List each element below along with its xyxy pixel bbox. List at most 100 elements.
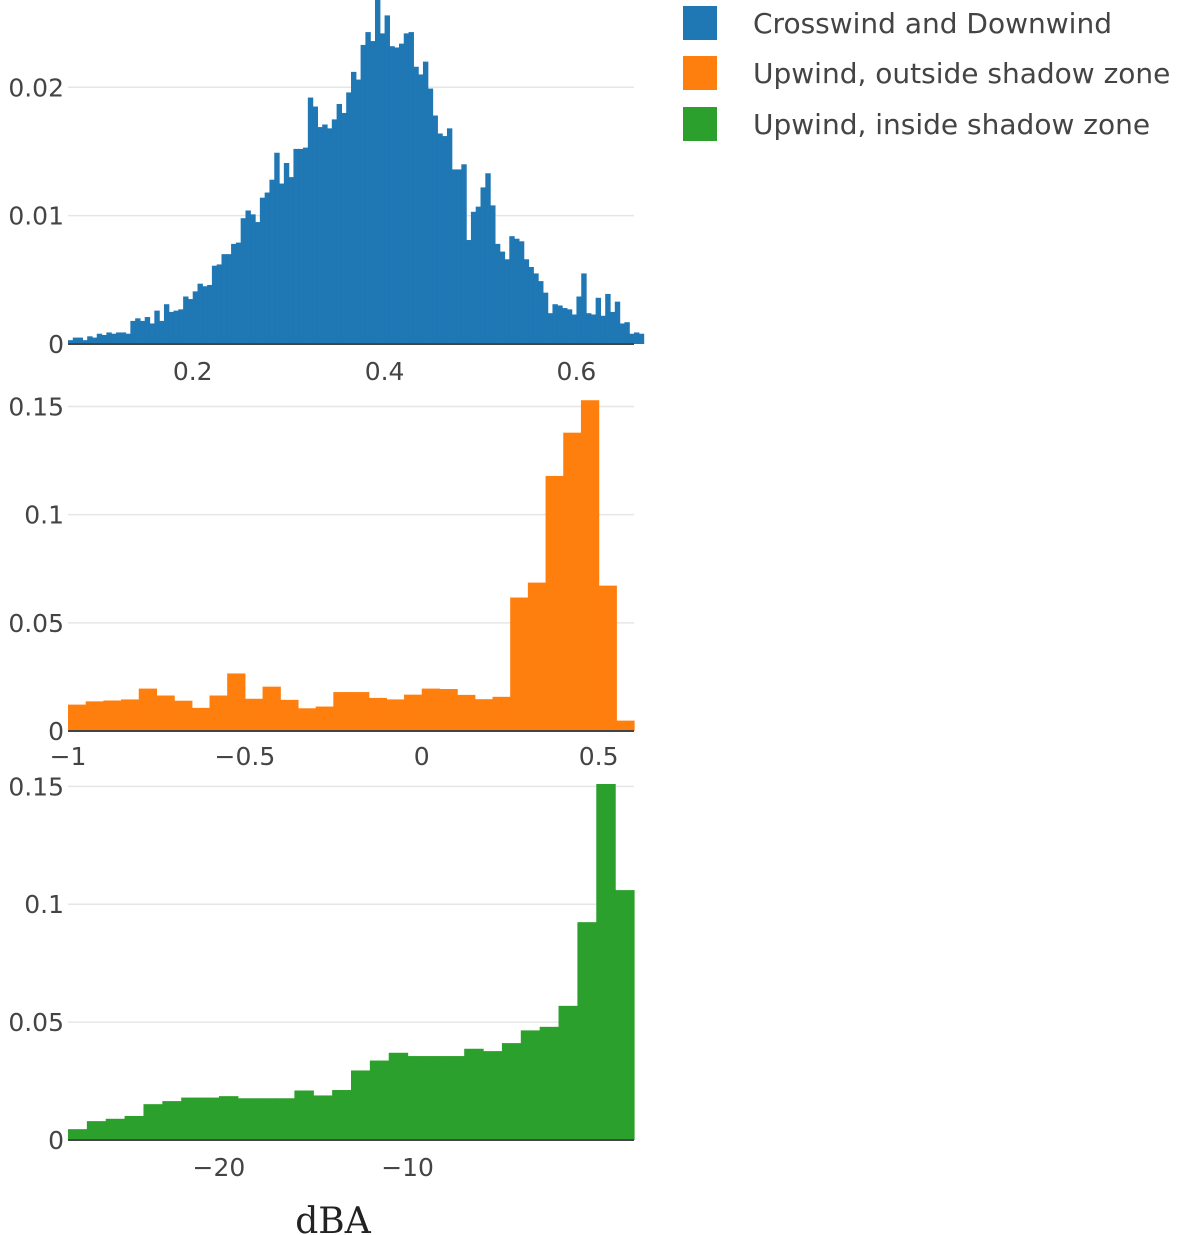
histogram-bar[interactable] [456,169,462,344]
histogram-bar[interactable] [191,707,211,731]
histogram-bar[interactable] [288,177,295,344]
histogram-bar[interactable] [494,243,501,344]
histogram-bar[interactable] [360,44,366,344]
histogram-bar[interactable] [280,699,299,731]
histogram-bar[interactable] [91,337,98,344]
histogram-bar[interactable] [483,1051,503,1140]
histogram-bar[interactable] [404,694,423,731]
histogram-bar[interactable] [598,585,617,731]
histogram-bar[interactable] [68,340,74,344]
histogram-bar[interactable] [439,689,458,731]
histogram-bar[interactable] [474,699,494,731]
histogram-bar[interactable] [244,698,264,731]
histogram-bar[interactable] [227,673,246,731]
histogram-bar[interactable] [200,1097,220,1140]
histogram-bar[interactable] [197,283,203,344]
histogram-bar[interactable] [523,259,530,344]
histogram-bar[interactable] [490,205,496,344]
histogram-bar[interactable] [317,127,323,345]
histogram-bar[interactable] [259,197,266,344]
histogram-bar[interactable] [614,301,621,344]
histogram-bar[interactable] [595,297,602,344]
histogram-bar[interactable] [510,597,529,731]
histogram-bar[interactable] [341,112,347,344]
histogram-bar[interactable] [426,1056,446,1140]
histogram-bar[interactable] [368,697,387,731]
histogram-bar[interactable] [327,128,333,344]
histogram-bar[interactable] [72,337,79,344]
histogram-bar[interactable] [398,43,405,345]
histogram-bar[interactable] [68,1129,88,1140]
histogram-bar[interactable] [68,704,87,731]
histogram-bar[interactable] [168,311,175,344]
histogram-bar[interactable] [333,692,352,731]
histogram-bar[interactable] [303,147,309,344]
histogram-bar[interactable] [312,106,319,344]
histogram-bar[interactable] [533,273,539,344]
histogram-bar[interactable] [421,688,441,731]
histogram-bar[interactable] [346,92,352,344]
histogram-bar[interactable] [610,311,616,344]
histogram-bar[interactable] [293,148,299,344]
histogram-bar[interactable] [135,318,141,344]
histogram-bar[interactable] [394,47,400,344]
histogram-bar[interactable] [275,1098,295,1140]
histogram-bar[interactable] [629,333,635,344]
histogram-bar[interactable] [336,103,343,344]
histogram-bar[interactable] [138,688,158,731]
histogram-bar[interactable] [542,292,549,344]
histogram-bar[interactable] [485,173,491,344]
histogram-bar[interactable] [130,320,136,344]
histogram-bar[interactable] [218,1096,239,1140]
histogram-bar[interactable] [470,211,477,344]
histogram-bar[interactable] [82,340,88,344]
histogram-bar[interactable] [124,1115,145,1140]
histogram-bar[interactable] [351,71,357,344]
histogram-bar[interactable] [499,251,506,344]
histogram-bar[interactable] [457,694,476,731]
histogram-bar[interactable] [355,79,362,344]
histogram-bar[interactable] [369,1060,390,1140]
histogram-bar[interactable] [313,1095,333,1140]
histogram-bar[interactable] [120,332,127,344]
histogram-bar[interactable] [518,241,525,344]
histogram-bar[interactable] [237,1098,258,1140]
histogram-bar[interactable] [307,97,314,344]
histogram-bar[interactable] [235,242,242,344]
histogram-bar[interactable] [192,291,199,344]
histogram-bar[interactable] [162,1101,182,1140]
histogram-bar[interactable] [475,206,482,344]
histogram-bar[interactable] [103,700,122,731]
histogram-bar[interactable] [77,337,83,344]
histogram-bar[interactable] [216,264,223,344]
histogram-bar[interactable] [144,317,151,344]
histogram-bar[interactable] [538,281,544,344]
histogram-bar[interactable] [240,218,247,344]
histogram-bar[interactable] [105,1118,126,1140]
histogram-bar[interactable] [451,169,458,344]
histogram-bar[interactable] [616,720,635,731]
histogram-bar[interactable] [552,304,558,344]
histogram-bar[interactable] [445,1056,465,1140]
histogram-bar[interactable] [332,1090,352,1140]
histogram-bar[interactable] [576,296,582,344]
histogram-bar[interactable] [527,582,547,731]
histogram-bar[interactable] [427,88,434,344]
histogram-bar[interactable] [255,222,261,344]
histogram-bar[interactable] [446,128,453,344]
histogram-bar[interactable] [539,1026,560,1140]
histogram-bar[interactable] [173,310,179,344]
histogram-bar[interactable] [386,699,405,731]
histogram-bar[interactable] [547,313,554,344]
histogram-bar[interactable] [571,314,578,344]
histogram-bar[interactable] [87,336,93,344]
histogram-bar[interactable] [581,273,587,344]
histogram-bar[interactable] [250,214,256,344]
histogram-bar[interactable] [480,187,486,344]
legend-swatch-crosswind[interactable] [683,6,717,40]
histogram-bar[interactable] [163,304,170,344]
histogram-bar[interactable] [351,1070,371,1140]
histogram-bar[interactable] [159,320,165,344]
histogram-bar[interactable] [520,1030,541,1140]
histogram-bar[interactable] [274,152,280,344]
